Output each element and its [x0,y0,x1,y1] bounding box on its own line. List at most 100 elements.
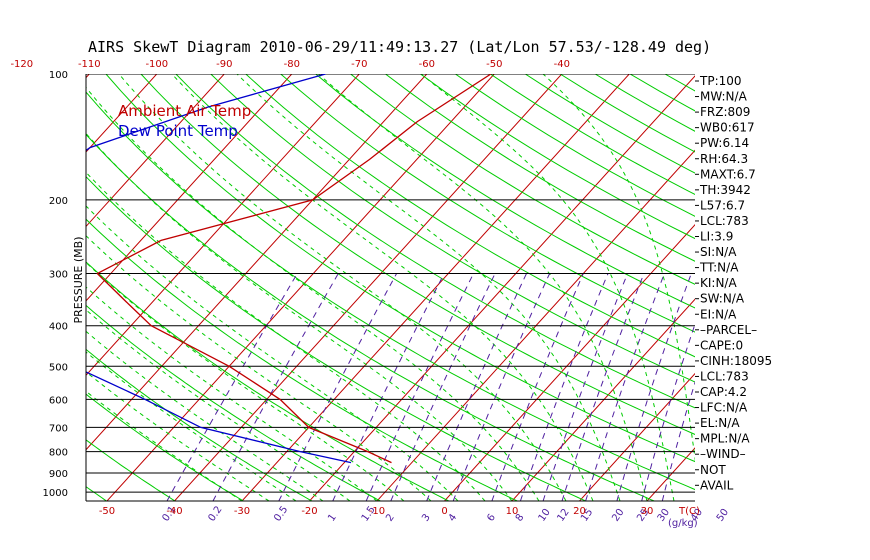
dry-adiabat-line [86,439,176,501]
moist-adiabat-line [420,74,675,501]
isotherm-line [86,74,225,228]
pressure-tick-label: 100 [49,70,68,81]
top-temp-tick-label: -100 [145,59,168,70]
side-panel-item: TH:3942 [699,183,751,197]
pressure-tick-label: 600 [49,395,68,406]
mixing-ratio-line [542,273,629,501]
dry-adiabat-line [384,74,695,262]
pressure-tick-label: 200 [49,196,68,207]
isotherm-line [173,74,563,501]
bottom-temp-tick-label: 20 [573,506,586,517]
pressure-tick-label: 900 [49,469,68,480]
mixing-ratio-label: 6 [485,512,498,524]
mixing-ratio-label: 2 [384,512,397,524]
pressure-tick-label: 500 [49,362,68,373]
dry-adiabat-line [86,393,245,501]
mixing-ratio-line [661,380,695,501]
legend-ambient-air-temp: Ambient Air Temp [118,102,251,120]
top-temp-tick-label: -80 [284,59,300,70]
mixing-ratio-line [452,273,551,501]
mixing-ratio-line [166,273,298,501]
mixing-ratio-line [561,273,645,501]
moist-adiabat-line [86,132,513,501]
mixing-ratio-label: 4 [447,512,460,524]
mixing-ratio-line [212,273,339,501]
dry-adiabat-line [86,348,313,501]
isotherm-line [241,74,630,501]
mixing-ratio-label: 50 [715,507,731,524]
moist-adiabat-line [86,286,378,501]
isotherm-line [578,372,695,501]
side-panel-item: TP:100 [699,74,742,88]
side-panel-item: EI:N/A [700,307,737,321]
top-temp-tick-label: -90 [216,59,232,70]
mixing-ratio-line [278,273,398,501]
moist-adiabat-line [236,74,621,501]
mixing-ratio-label: 3 [420,512,433,524]
y-axis-label: PRESSURE (MB) [72,237,85,324]
dry-adiabat-line [667,55,870,510]
dry-adiabat-line [279,74,695,333]
moist-adiabat-line [86,371,270,501]
bottom-temp-tick-label: 10 [506,506,519,517]
mixing-ratio-line [616,273,692,501]
dry-adiabat-line [86,133,656,501]
dry-adiabat-line [524,74,695,174]
dry-adiabat-line [86,304,382,501]
pressure-tick-label: 400 [49,322,68,333]
mixing-ratio-line [365,273,474,501]
dry-adiabat-line [175,74,695,409]
side-panel-item: KI:N/A [700,276,737,290]
isotherm-line [86,74,90,79]
series-layer [86,74,492,464]
side-panel-item: RH:64.3 [700,152,748,166]
isotherm-line [511,298,695,501]
moist-adiabat-line [86,261,405,501]
top-temp-tick-label: -70 [351,59,367,70]
bottom-temp-tick-label: -10 [369,506,385,517]
bottom-temp-tick-label: -50 [99,506,115,517]
bottom-temp-tick-label: -30 [234,506,250,517]
legend: Ambient Air Temp Dew Point Temp [118,102,251,140]
pressure-tick-label: 700 [49,423,68,434]
side-panel-item: CINH:18095 [700,354,772,368]
mixing-ratio-line [585,273,665,501]
side-panel-item: WB0:617 [700,121,755,135]
pressure-tick-label: 800 [49,448,68,459]
mixing-ratio-line [519,273,609,501]
isotherm-line [0,55,39,510]
grid-layer [0,55,870,510]
side-panel-item: PW:6.14 [700,136,749,150]
side-panel-item: MW:N/A [700,90,748,104]
mixing-ratio-label: 8 [514,512,527,524]
dry-adiabat-line [314,74,695,309]
moist-adiabat-line [86,309,351,501]
mixing-ratio-label: 12 [555,507,571,524]
mixing-ratio-label: 0.5 [272,504,290,523]
dry-adiabat-line [105,74,695,463]
dry-adiabat-line [245,74,695,358]
ambient-air-temp-line [96,74,492,464]
chart-title: AIRS SkewT Diagram 2010-06-29/11:49:13.2… [88,38,711,56]
isotherm-line [842,55,870,510]
dry-adiabat-line [140,74,695,435]
dew-point-temp-line [86,74,352,464]
isotherm-line [774,55,870,510]
moist-adiabat-line [318,74,648,501]
side-panel-item: LFC:N/A [700,401,748,415]
moist-adiabat-line [86,205,459,501]
top-temp-tick-label: -60 [419,59,435,70]
dry-adiabat-line [419,74,695,240]
side-panel-item: NOT [700,463,726,477]
bottom-temp-tick-label: 30 [641,506,654,517]
bottom-temp-tick-label: -40 [166,506,182,517]
dry-adiabat-line [210,74,695,383]
moist-adiabat-line [86,351,297,501]
temp-unit-label: T(C) [678,506,700,517]
side-panel-item: –PARCEL– [700,323,757,337]
dry-adiabat-line [0,55,50,510]
side-panel-item: CAP:4.2 [700,385,747,399]
mixing-ratio-label: 20 [610,507,626,524]
